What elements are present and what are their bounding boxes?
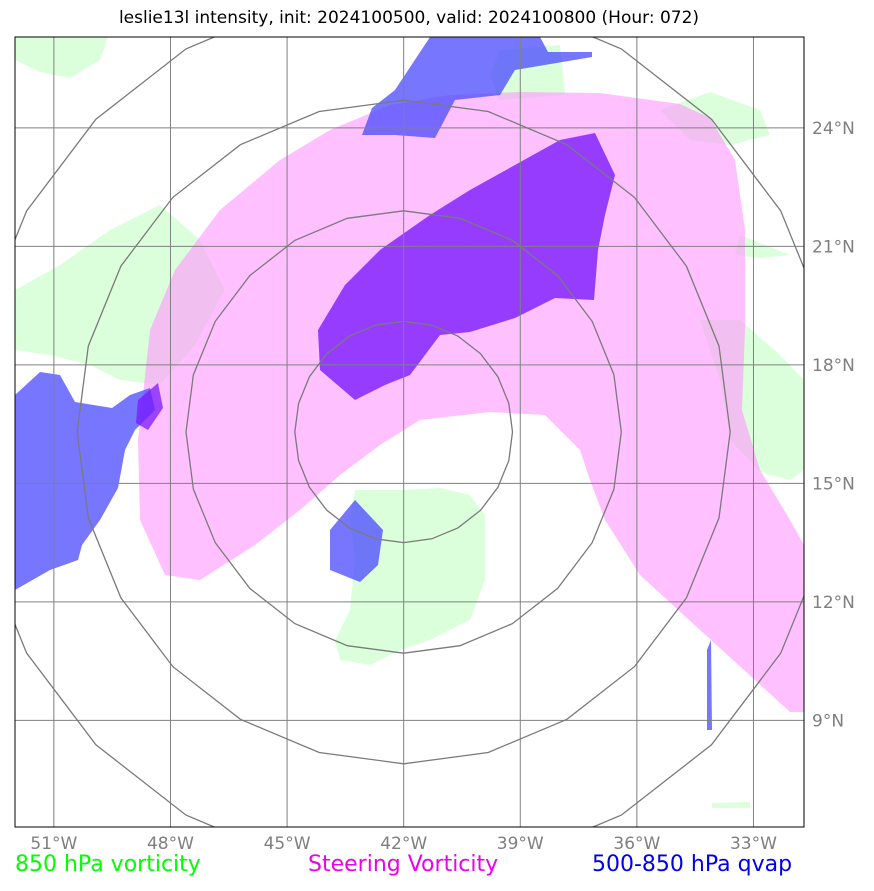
lat-tick-label: 18°N bbox=[812, 356, 855, 376]
lon-tick-label: 39°W bbox=[497, 834, 544, 854]
latitude-tick-labels: 24°N 21°N 18°N 15°N 12°N 9°N bbox=[812, 119, 855, 731]
map-title: leslie13l intensity, init: 2024100500, v… bbox=[118, 8, 700, 28]
steering-band bbox=[138, 92, 804, 712]
range-rings bbox=[15, 37, 804, 827]
lon-tick-label: 36°W bbox=[613, 834, 660, 854]
vort850-patch-nw bbox=[15, 37, 108, 78]
steering-layer bbox=[138, 92, 804, 712]
lon-tick-label: 42°W bbox=[380, 834, 427, 854]
range-ring bbox=[76, 99, 731, 765]
legend-steering-vorticity: Steering Vorticity bbox=[308, 852, 499, 877]
lon-tick-label: 48°W bbox=[147, 834, 194, 854]
lat-tick-label: 12°N bbox=[812, 593, 855, 613]
vort850-patch-se bbox=[712, 802, 750, 808]
qvap-main-band bbox=[318, 133, 615, 400]
map-frame bbox=[14, 36, 805, 828]
legend-qvap: 500-850 hPa qvap bbox=[592, 852, 793, 877]
range-ring bbox=[185, 210, 622, 654]
qvap-patch-north bbox=[362, 37, 592, 138]
lat-tick-label: 9°N bbox=[812, 711, 844, 731]
longitude-tick-labels: 51°W 48°W 45°W 42°W 39°W 36°W 33°W bbox=[30, 834, 777, 854]
legend-850hpa-vorticity: 850 hPa vorticity bbox=[15, 852, 201, 877]
lat-tick-label: 24°N bbox=[812, 119, 855, 139]
qvap-core-west bbox=[136, 383, 163, 430]
graticule bbox=[15, 37, 804, 827]
range-ring bbox=[15, 37, 804, 827]
range-ring bbox=[294, 320, 514, 544]
lat-tick-label: 15°N bbox=[812, 474, 855, 494]
lat-tick-label: 21°N bbox=[812, 237, 855, 257]
qvap-patch-west bbox=[15, 372, 155, 590]
lon-tick-label: 45°W bbox=[264, 834, 311, 854]
qvap-patch-se bbox=[707, 640, 712, 730]
lon-tick-label: 51°W bbox=[30, 834, 77, 854]
qvap-layer bbox=[15, 37, 712, 730]
qvap-patch-center bbox=[330, 500, 383, 582]
lon-tick-label: 33°W bbox=[730, 834, 777, 854]
